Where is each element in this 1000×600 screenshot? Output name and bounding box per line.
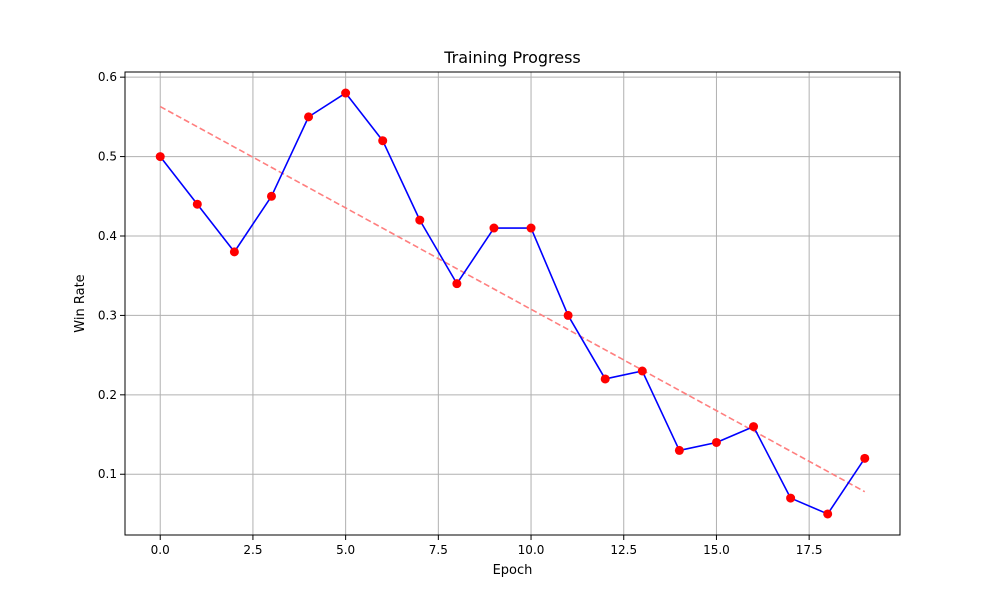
grid: [125, 72, 900, 535]
data-point: [304, 112, 314, 122]
x-axis-label: Epoch: [493, 563, 533, 578]
series-layer: [159, 92, 866, 515]
data-point: [823, 509, 833, 519]
y-tick-label: 0.3: [98, 308, 117, 322]
data-point: [600, 374, 610, 384]
data-point: [155, 152, 165, 162]
x-tick-label: 0.0: [151, 543, 170, 557]
plot-frame: [124, 71, 901, 536]
data-point: [563, 310, 573, 320]
y-axis-label: Win Rate: [73, 274, 88, 332]
y-axis-ticks: 0.1 0.2 0.3 0.4 0.5 0.6: [98, 70, 125, 481]
data-point: [526, 223, 536, 233]
y-tick-label: 0.5: [98, 150, 117, 164]
data-point: [378, 136, 388, 146]
data-point: [229, 247, 239, 257]
chart-title: Training Progress: [443, 48, 581, 67]
y-tick-label: 0.4: [98, 229, 117, 243]
data-point: [452, 279, 462, 289]
win-rate-line: [159, 92, 866, 515]
data-point: [415, 215, 425, 225]
data-point: [749, 422, 759, 432]
data-point: [341, 88, 351, 98]
x-tick-label: 15.0: [703, 543, 730, 557]
data-point: [674, 445, 684, 455]
x-tick-label: 17.5: [796, 543, 823, 557]
data-point: [860, 453, 870, 463]
y-tick-label: 0.6: [98, 70, 117, 84]
x-axis-ticks: 0.0 2.5 5.0 7.5 10.0 12.5 15.0 17.5: [151, 535, 823, 557]
data-point: [192, 199, 202, 209]
trend-line: [159, 105, 866, 493]
x-tick-label: 12.5: [610, 543, 637, 557]
y-tick-label: 0.2: [98, 388, 117, 402]
x-tick-label: 5.0: [336, 543, 355, 557]
data-point: [266, 191, 276, 201]
data-point: [711, 437, 721, 447]
data-point: [786, 493, 796, 503]
x-tick-label: 2.5: [243, 543, 262, 557]
marker-layer: [155, 88, 870, 519]
y-tick-label: 0.1: [98, 467, 117, 481]
x-tick-label: 7.5: [429, 543, 448, 557]
x-tick-label: 10.0: [518, 543, 545, 557]
data-point: [637, 366, 647, 376]
data-point: [489, 223, 499, 233]
trend-line-layer: [159, 105, 866, 493]
